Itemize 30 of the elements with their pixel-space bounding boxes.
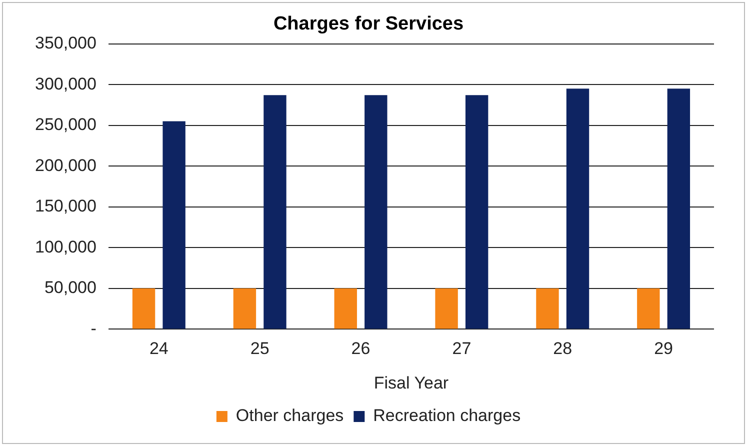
x-tick-label: 29 bbox=[654, 339, 673, 358]
y-tick-label: 250,000 bbox=[35, 115, 96, 134]
bar bbox=[465, 95, 488, 329]
x-tick-label: 25 bbox=[250, 339, 270, 358]
y-tick-label: 300,000 bbox=[35, 74, 96, 94]
legend-label: Other charges bbox=[236, 406, 344, 426]
y-tick-label: 150,000 bbox=[35, 196, 96, 216]
x-tick-label: 27 bbox=[452, 339, 472, 358]
bar bbox=[264, 95, 286, 329]
bar bbox=[132, 288, 156, 329]
chart-title: Charges for Services bbox=[273, 14, 464, 35]
y-tick-label: 200,000 bbox=[35, 156, 96, 175]
bar bbox=[566, 88, 590, 329]
bar bbox=[334, 288, 357, 329]
bar bbox=[536, 288, 559, 329]
y-tick-label: 100,000 bbox=[35, 237, 96, 256]
bar bbox=[435, 288, 458, 329]
x-tick-label: 26 bbox=[351, 339, 370, 358]
bar bbox=[162, 121, 186, 329]
bar bbox=[364, 95, 388, 329]
y-tick-label: 350,000 bbox=[35, 33, 96, 52]
x-tick-label: 24 bbox=[149, 339, 168, 358]
bar bbox=[637, 288, 660, 329]
x-axis-title: Fisal Year bbox=[374, 373, 449, 392]
x-tick-label: 28 bbox=[553, 339, 572, 358]
legend-label: Recreation charges bbox=[373, 406, 521, 426]
y-tick-label: 50,000 bbox=[44, 278, 96, 298]
bar bbox=[233, 288, 256, 329]
y-tick-label: - bbox=[90, 318, 96, 338]
bar bbox=[667, 88, 690, 329]
